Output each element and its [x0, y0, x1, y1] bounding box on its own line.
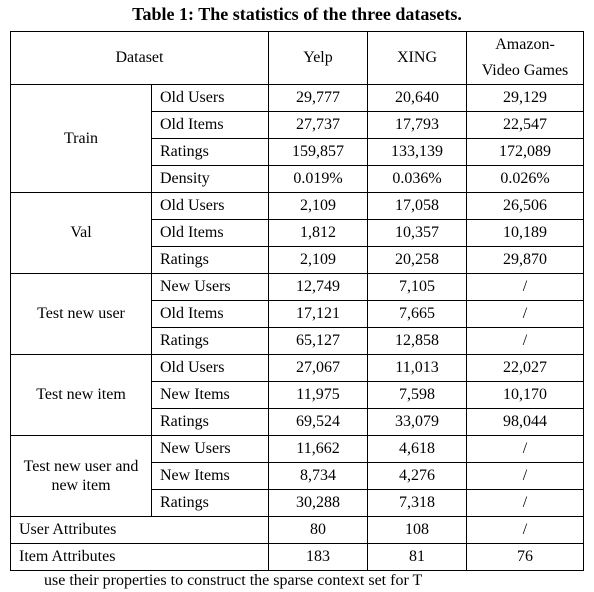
cell: 172,089	[467, 139, 584, 166]
row-label: Ratings	[152, 328, 269, 355]
stats-table: Dataset Yelp XING Amazon- Video Games Tr…	[10, 31, 584, 571]
row-label: Old Items	[152, 220, 269, 247]
cell: /	[467, 490, 584, 517]
cell: 1,812	[269, 220, 368, 247]
cell: 10,170	[467, 382, 584, 409]
cell: /	[467, 436, 584, 463]
header-row: Dataset Yelp XING Amazon-	[11, 32, 584, 59]
table-row: Test new user and new item New Users 11,…	[11, 436, 584, 463]
cell: 27,067	[269, 355, 368, 382]
cell: 81	[368, 544, 467, 571]
header-xing: XING	[368, 32, 467, 85]
cell: 69,524	[269, 409, 368, 436]
row-label: Ratings	[152, 490, 269, 517]
cell: 10,189	[467, 220, 584, 247]
cell: 2,109	[269, 193, 368, 220]
row-label: Old Users	[152, 355, 269, 382]
cell: 20,640	[368, 85, 467, 112]
cell: 11,662	[269, 436, 368, 463]
cell: 108	[368, 517, 467, 544]
cell: 4,618	[368, 436, 467, 463]
cell: 22,547	[467, 112, 584, 139]
header-avg-l2: Video Games	[467, 58, 584, 85]
section-name: Test new user	[11, 274, 152, 355]
table-row: Test new item Old Users 27,067 11,013 22…	[11, 355, 584, 382]
cell: 33,079	[368, 409, 467, 436]
row-label: Ratings	[152, 139, 269, 166]
cell: 7,318	[368, 490, 467, 517]
row-label: New Items	[152, 382, 269, 409]
section-name: Test new item	[11, 355, 152, 436]
row-label: New Users	[152, 274, 269, 301]
table-caption: Table 1: The statistics of the three dat…	[0, 0, 594, 31]
table-row: Train Old Users 29,777 20,640 29,129	[11, 85, 584, 112]
cell: /	[467, 328, 584, 355]
row-label: New Users	[152, 436, 269, 463]
section-name: Val	[11, 193, 152, 274]
cell: 133,139	[368, 139, 467, 166]
cell: 11,975	[269, 382, 368, 409]
row-label: Density	[152, 166, 269, 193]
cell: /	[467, 274, 584, 301]
cell: 0.036%	[368, 166, 467, 193]
cell: 76	[467, 544, 584, 571]
row-label: New Items	[152, 463, 269, 490]
cell: 27,737	[269, 112, 368, 139]
cell: 11,013	[368, 355, 467, 382]
table-row: Test new user New Users 12,749 7,105 /	[11, 274, 584, 301]
cell: 26,506	[467, 193, 584, 220]
cell: 0.026%	[467, 166, 584, 193]
row-label: User Attributes	[11, 517, 269, 544]
table-row: User Attributes 80 108 /	[11, 517, 584, 544]
row-label: Ratings	[152, 409, 269, 436]
row-label: Ratings	[152, 247, 269, 274]
cell: 2,109	[269, 247, 368, 274]
table-row: Val Old Users 2,109 17,058 26,506	[11, 193, 584, 220]
cell: 7,105	[368, 274, 467, 301]
cell: 12,749	[269, 274, 368, 301]
section-name: Test new user and new item	[11, 436, 152, 517]
cell: 12,858	[368, 328, 467, 355]
cell: 8,734	[269, 463, 368, 490]
cell: 22,027	[467, 355, 584, 382]
row-label: Old Users	[152, 193, 269, 220]
cell: 17,121	[269, 301, 368, 328]
row-label: Old Items	[152, 301, 269, 328]
table-row: Item Attributes 183 81 76	[11, 544, 584, 571]
cell: /	[467, 517, 584, 544]
cell: 30,288	[269, 490, 368, 517]
cell: 17,793	[368, 112, 467, 139]
cell: 17,058	[368, 193, 467, 220]
cell: 7,665	[368, 301, 467, 328]
cell: 29,870	[467, 247, 584, 274]
cell: 183	[269, 544, 368, 571]
cell: 65,127	[269, 328, 368, 355]
header-dataset: Dataset	[11, 32, 269, 85]
row-label: Old Users	[152, 85, 269, 112]
cell: 4,276	[368, 463, 467, 490]
cell: 29,129	[467, 85, 584, 112]
cell: 29,777	[269, 85, 368, 112]
section-name: Train	[11, 85, 152, 193]
cell: 7,598	[368, 382, 467, 409]
cell: 10,357	[368, 220, 467, 247]
cell: /	[467, 463, 584, 490]
header-yelp: Yelp	[269, 32, 368, 85]
cell: /	[467, 301, 584, 328]
cell: 20,258	[368, 247, 467, 274]
cell: 80	[269, 517, 368, 544]
cell: 98,044	[467, 409, 584, 436]
cell: 0.019%	[269, 166, 368, 193]
row-label: Old Items	[152, 112, 269, 139]
cell: 159,857	[269, 139, 368, 166]
body-text-fragment: use their properties to construct the sp…	[0, 572, 594, 592]
header-avg-l1: Amazon-	[467, 32, 584, 59]
row-label: Item Attributes	[11, 544, 269, 571]
